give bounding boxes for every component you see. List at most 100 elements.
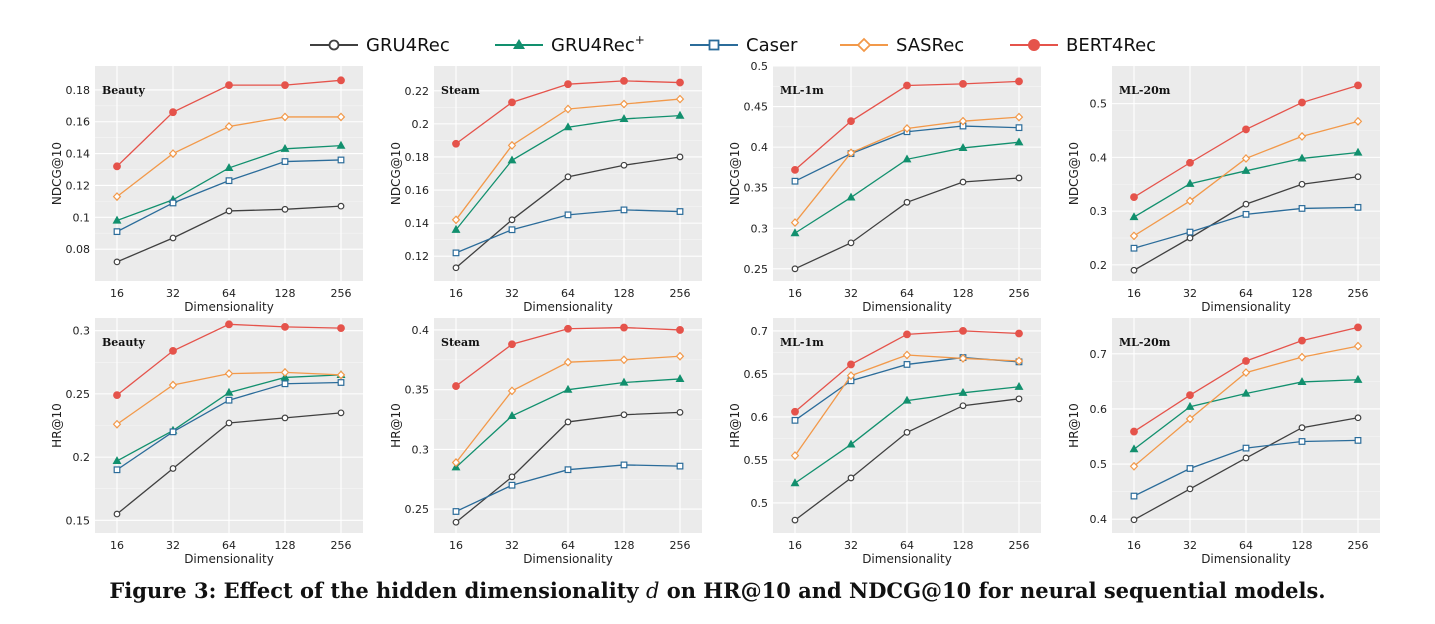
legend: GRU4Rec GRU4Rec+ Caser SASRec BERT4Rec bbox=[310, 33, 1156, 56]
data-point bbox=[847, 239, 855, 247]
x-tick-label: 16 bbox=[449, 287, 463, 300]
data-point bbox=[336, 112, 346, 122]
data-point bbox=[1015, 77, 1023, 86]
y-tick-label: 0.22 bbox=[405, 85, 430, 98]
data-point bbox=[1298, 336, 1306, 345]
data-point bbox=[903, 428, 911, 436]
x-tick-label: 32 bbox=[844, 539, 858, 552]
data-point bbox=[508, 98, 516, 107]
series-sasrec bbox=[790, 350, 1024, 461]
data-point bbox=[280, 143, 290, 152]
y-tick-label: 0.2 bbox=[73, 451, 91, 464]
data-point bbox=[1014, 112, 1024, 122]
data-point bbox=[1186, 485, 1194, 493]
data-point bbox=[451, 215, 461, 225]
y-tick-label: 0.15 bbox=[66, 514, 91, 527]
data-point bbox=[619, 377, 629, 386]
data-point bbox=[1354, 81, 1362, 90]
data-point bbox=[620, 76, 628, 85]
data-point bbox=[1242, 444, 1250, 452]
y-tick-label: 0.25 bbox=[66, 388, 91, 401]
y-tick-label: 0.5 bbox=[1090, 458, 1108, 471]
y-tick-label: 0.14 bbox=[405, 217, 430, 230]
data-point bbox=[169, 234, 177, 242]
legend-item-bert4rec: BERT4Rec bbox=[1010, 35, 1156, 56]
series-caser bbox=[113, 379, 345, 474]
data-point bbox=[620, 206, 628, 214]
y-tick-label: 0.16 bbox=[405, 184, 430, 197]
data-point bbox=[902, 123, 912, 133]
x-tick-label: 64 bbox=[561, 287, 575, 300]
data-point bbox=[508, 216, 516, 224]
data-point bbox=[452, 139, 460, 148]
data-point bbox=[1353, 147, 1363, 156]
x-tick-label: 32 bbox=[1183, 539, 1197, 552]
y-tick-label: 0.16 bbox=[66, 116, 91, 129]
x-tick-label: 256 bbox=[331, 287, 352, 300]
data-point bbox=[1015, 124, 1023, 132]
chart-panel-ndcg-ml-20m: 0.2 0.3 0.4 0.5 16 32 64 128 256 Dimensionality ND… bbox=[1067, 66, 1380, 314]
x-tick-label: 256 bbox=[670, 287, 691, 300]
y-axis-label: HR@10 bbox=[1067, 403, 1081, 448]
series-gru4rec bbox=[452, 153, 684, 272]
data-point bbox=[112, 215, 122, 224]
data-point bbox=[508, 340, 516, 349]
series-gru4rec bbox=[791, 395, 1023, 524]
data-point bbox=[903, 330, 911, 339]
series-gru4rec-plus bbox=[1129, 374, 1363, 453]
y-axis-label: NDCG@10 bbox=[1067, 142, 1081, 205]
x-tick-label: 256 bbox=[331, 539, 352, 552]
chart-panel-hr-ml-20m: 0.4 0.5 0.6 0.7 16 32 64 128 256 Dimensionality HR… bbox=[1067, 318, 1380, 566]
data-point bbox=[113, 228, 121, 236]
x-axis-label: Dimensionality bbox=[184, 552, 274, 566]
data-point bbox=[1241, 165, 1251, 174]
data-point bbox=[1130, 266, 1138, 274]
data-point bbox=[281, 81, 289, 90]
data-point bbox=[1130, 427, 1138, 436]
y-tick-label: 0.2 bbox=[1090, 259, 1108, 272]
data-point bbox=[846, 192, 856, 201]
legend-label-superscript: + bbox=[635, 33, 645, 47]
data-point bbox=[675, 94, 685, 104]
data-point bbox=[1242, 200, 1250, 208]
data-point bbox=[903, 198, 911, 206]
legend-label: BERT4Rec bbox=[1066, 35, 1156, 56]
data-point bbox=[564, 211, 572, 219]
x-tick-label: 32 bbox=[166, 287, 180, 300]
data-point bbox=[112, 456, 122, 465]
y-axis-label: NDCG@10 bbox=[389, 142, 403, 205]
legend-marker bbox=[328, 39, 340, 51]
data-point bbox=[959, 327, 967, 335]
x-tick-label: 16 bbox=[788, 287, 802, 300]
y-tick-label: 0.25 bbox=[744, 263, 769, 276]
data-point bbox=[281, 205, 289, 213]
data-point bbox=[1129, 231, 1139, 241]
data-point bbox=[902, 154, 912, 163]
y-tick-label: 0.12 bbox=[405, 250, 430, 263]
data-point bbox=[507, 140, 517, 150]
data-point bbox=[1130, 244, 1138, 252]
data-point bbox=[563, 384, 573, 393]
data-point bbox=[902, 350, 912, 360]
data-point bbox=[281, 414, 289, 422]
panel-title: ML-1m bbox=[780, 336, 824, 349]
data-point bbox=[1297, 377, 1307, 386]
data-point bbox=[1298, 424, 1306, 432]
y-tick-label: 0.65 bbox=[744, 368, 769, 381]
x-tick-label: 32 bbox=[505, 539, 519, 552]
x-tick-label: 128 bbox=[275, 287, 296, 300]
y-tick-label: 0.3 bbox=[412, 443, 430, 456]
y-tick-label: 0.3 bbox=[73, 325, 91, 338]
x-tick-label: 128 bbox=[1292, 539, 1313, 552]
data-point bbox=[337, 379, 345, 386]
series-gru4rec-plus bbox=[790, 381, 1024, 487]
x-tick-label: 32 bbox=[1183, 287, 1197, 300]
x-tick-label: 16 bbox=[110, 287, 124, 300]
data-point bbox=[620, 461, 628, 469]
data-point bbox=[903, 361, 911, 368]
series-bert4rec bbox=[1130, 323, 1362, 436]
legend-marker bbox=[856, 37, 872, 53]
caption-prefix: Figure 3: Effect of the hidden dimension… bbox=[109, 578, 646, 603]
x-axis-label: Dimensionality bbox=[862, 300, 952, 314]
data-point bbox=[790, 228, 800, 237]
